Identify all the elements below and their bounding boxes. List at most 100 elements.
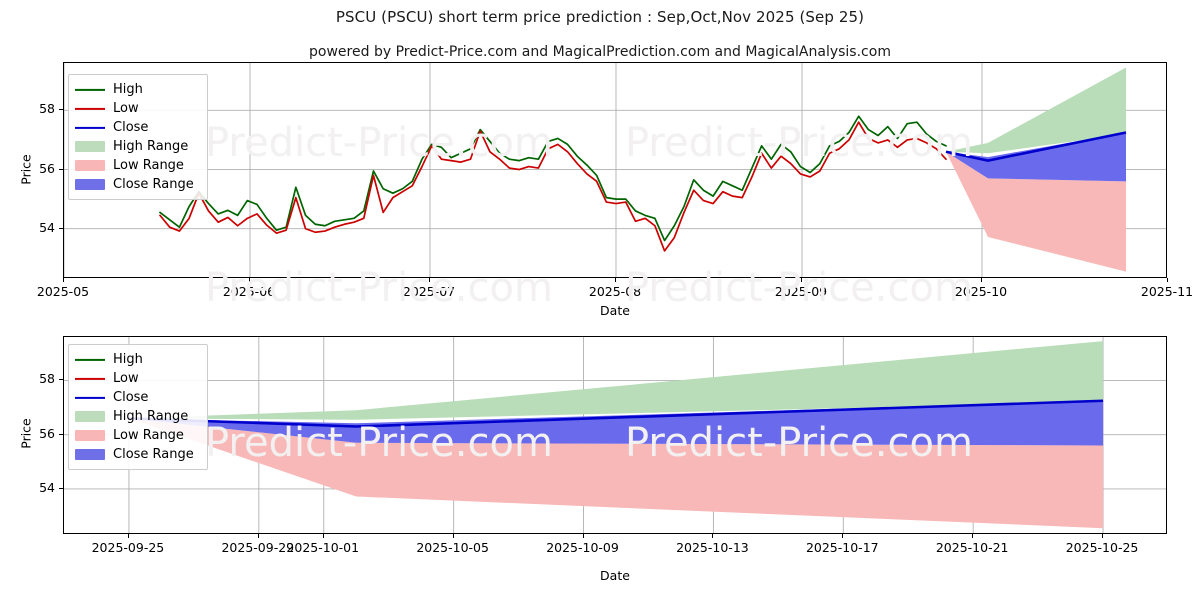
low-range-band (128, 418, 1104, 529)
x-tick-label: 2025-08 (588, 284, 642, 299)
legend-swatch-patch-icon (75, 411, 105, 422)
x-tick-mark (257, 534, 259, 538)
x-tick-label: 2025-09 (774, 284, 828, 299)
x-tick-label: 2025-10-25 (1065, 540, 1139, 555)
x-tick-label: 2025-09-29 (221, 540, 295, 555)
y-tick-label: 58 (39, 101, 55, 117)
y-tick-label: 56 (39, 160, 55, 176)
x-tick-label: 2025-06 (222, 284, 276, 299)
detail-legend-item-close-range: Close Range (75, 445, 200, 464)
x-tick-label: 2025-11 (1140, 284, 1194, 299)
overview-legend-item-low: Low (75, 99, 200, 118)
legend-label: Close (113, 390, 149, 405)
detail-legend-item-low: Low (75, 369, 200, 388)
y-tick-mark (59, 487, 63, 489)
detail-legend-item-close: Close (75, 388, 200, 407)
x-tick-label: 2025-10-13 (676, 540, 749, 555)
x-tick-mark (249, 278, 250, 282)
x-tick-mark (127, 534, 129, 538)
legend-label: High (113, 82, 143, 97)
x-tick-mark (801, 278, 802, 282)
detail-legend-item-high-range: High Range (75, 407, 200, 426)
x-tick-mark (63, 278, 64, 282)
x-tick-label: 2025-10-17 (805, 540, 879, 555)
y-tick-mark (59, 168, 63, 170)
overview-plot-svg (64, 63, 1166, 277)
high-history-line (159, 115, 947, 242)
legend-label: Low (113, 101, 139, 116)
y-tick-label: 54 (39, 479, 55, 495)
y-tick-label: 56 (39, 425, 55, 441)
legend-label: Low Range (113, 158, 184, 173)
y-tick-mark (59, 379, 63, 381)
legend-swatch-patch-icon (75, 160, 105, 171)
legend-swatch-line-icon (75, 121, 105, 134)
x-tick-mark (712, 534, 714, 538)
x-tick-mark (842, 534, 844, 538)
x-tick-mark (1102, 534, 1104, 538)
x-tick-mark (615, 278, 616, 282)
x-tick-label: 2025-10-01 (286, 540, 360, 555)
x-tick-mark (429, 278, 430, 282)
legend-swatch-patch-icon (75, 449, 105, 460)
detail-legend-item-high: High (75, 350, 200, 369)
low-range-band (946, 151, 1126, 272)
detail-legend-item-low-range: Low Range (75, 426, 200, 445)
y-tick-mark (59, 433, 63, 435)
legend-swatch-line-icon (75, 102, 105, 115)
x-tick-label: 2025-07 (402, 284, 456, 299)
x-tick-mark (452, 534, 454, 538)
close-forecast-line (945, 131, 1127, 162)
detail-legend: High Low Close High Range Low Range Close Ran… (68, 344, 208, 470)
legend-swatch-patch-icon (75, 179, 105, 190)
legend-swatch-patch-icon (75, 430, 105, 441)
overview-x-axis-label: Date (600, 303, 630, 318)
x-tick-mark (1167, 278, 1168, 282)
close-range-band (946, 132, 1126, 182)
legend-swatch-line-icon (75, 391, 105, 404)
x-tick-label: 2025-10-05 (416, 540, 489, 555)
legend-label: High Range (113, 139, 189, 154)
x-tick-label: 2025-10-21 (935, 540, 1009, 555)
legend-label: Low (113, 371, 139, 386)
legend-swatch-line-icon (75, 83, 105, 96)
low-history-line (159, 121, 947, 252)
overview-plot-area (63, 62, 1167, 278)
overview-legend-item-close-range: Close Range (75, 175, 200, 194)
legend-label: Close (113, 120, 149, 135)
x-tick-mark (322, 534, 324, 538)
y-tick-label: 58 (39, 371, 55, 387)
y-tick-mark (59, 227, 63, 229)
detail-x-axis-label: Date (600, 568, 630, 583)
x-tick-label: 2025-05 (36, 284, 90, 299)
overview-legend-item-low-range: Low Range (75, 156, 200, 175)
y-tick-mark (59, 109, 63, 111)
legend-label: Low Range (113, 428, 184, 443)
x-tick-mark (981, 278, 982, 282)
overview-legend-item-high-range: High Range (75, 137, 200, 156)
y-tick-label: 54 (39, 219, 55, 235)
x-tick-mark (972, 534, 974, 538)
page-title: PSCU (PSCU) short term price prediction … (335, 8, 865, 26)
legend-label: Close Range (113, 177, 194, 192)
high-range-band (946, 67, 1126, 154)
legend-swatch-line-icon (75, 372, 105, 385)
overview-legend-item-close: Close (75, 118, 200, 137)
legend-label: High Range (113, 409, 189, 424)
detail-plot-area (63, 336, 1167, 534)
close-range-band (128, 400, 1104, 446)
overview-legend: High Low Close High Range Low Range Close Ran… (68, 74, 208, 200)
x-tick-mark (582, 534, 584, 538)
high-range-band (128, 341, 1104, 420)
legend-label: Close Range (113, 447, 194, 462)
detail-plot-svg (64, 337, 1166, 533)
page-subtitle: powered by Predict-Price.com and Magical… (309, 44, 891, 60)
overview-legend-item-high: High (75, 80, 200, 99)
legend-label: High (113, 352, 143, 367)
x-tick-label: 2025-10 (954, 284, 1008, 299)
legend-swatch-patch-icon (75, 141, 105, 152)
legend-swatch-line-icon (75, 353, 105, 366)
x-tick-label: 2025-09-25 (91, 540, 165, 555)
x-tick-label: 2025-10-09 (546, 540, 619, 555)
